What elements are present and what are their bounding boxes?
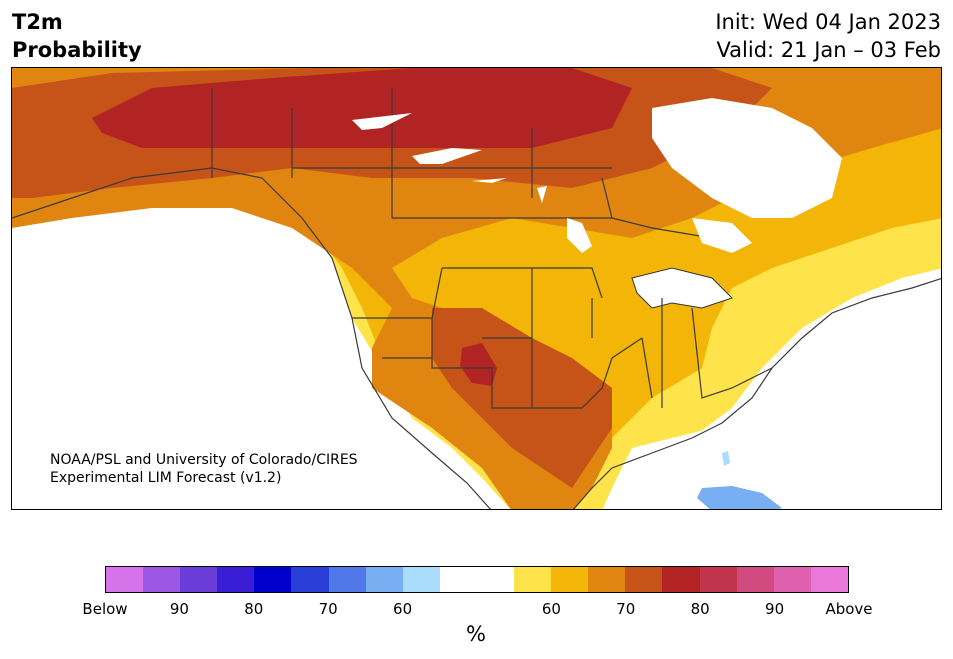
colorbar-tick-label: 80 bbox=[690, 600, 710, 618]
colorbar-swatch bbox=[217, 567, 255, 592]
colorbar-tick-label: 70 bbox=[616, 600, 636, 618]
region-red bbox=[92, 68, 632, 386]
colorbar-tick-label: 70 bbox=[318, 600, 338, 618]
boundaries bbox=[12, 88, 941, 509]
colorbar-tick-label: 90 bbox=[765, 600, 785, 618]
chart-title: T2m Probability bbox=[12, 8, 142, 64]
title-type: Probability bbox=[12, 38, 142, 62]
credit-line-1: NOAA/PSL and University of Colorado/CIRE… bbox=[50, 452, 358, 468]
region-light-blue bbox=[697, 486, 782, 509]
init-date: Init: Wed 04 Jan 2023 bbox=[715, 10, 941, 34]
data-credit: NOAA/PSL and University of Colorado/CIRE… bbox=[50, 451, 358, 487]
colorbar-unit: % bbox=[466, 622, 486, 646]
colorbar-swatch bbox=[588, 567, 626, 592]
title-variable: T2m bbox=[12, 10, 63, 34]
region-white-hudson bbox=[652, 98, 842, 218]
colorbar-tick-label: 60 bbox=[393, 600, 413, 618]
colorbar-tick-label: Above bbox=[825, 600, 873, 618]
colorbar-tick-label: 60 bbox=[541, 600, 561, 618]
colorbar-swatch bbox=[180, 567, 218, 592]
colorbar-swatch bbox=[773, 567, 811, 592]
forecast-dates: Init: Wed 04 Jan 2023 Valid: 21 Jan – 03… bbox=[715, 8, 941, 64]
northern-lakes bbox=[352, 113, 752, 253]
region-white-east bbox=[633, 268, 941, 509]
colorbar-swatch bbox=[736, 567, 774, 592]
colorbar-swatch bbox=[699, 567, 737, 592]
colorbar-tick-label: 80 bbox=[244, 600, 264, 618]
forecast-map: NOAA/PSL and University of Colorado/CIRE… bbox=[11, 67, 942, 510]
colorbar-swatch bbox=[514, 567, 552, 592]
colorbar-swatch bbox=[625, 567, 663, 592]
colorbar-swatch bbox=[402, 567, 440, 592]
valid-range: Valid: 21 Jan – 03 Feb bbox=[716, 38, 941, 62]
colorbar-swatch bbox=[254, 567, 292, 592]
colorbar-swatch bbox=[106, 567, 144, 592]
colorbar-swatch bbox=[810, 567, 848, 592]
colorbar-tick-label: Below bbox=[82, 600, 128, 618]
region-white-ocean-west bbox=[12, 218, 481, 509]
great-lakes bbox=[631, 267, 733, 309]
colorbar-swatch bbox=[439, 567, 477, 592]
region-dark-orange bbox=[12, 68, 772, 488]
colorbar-swatch bbox=[328, 567, 366, 592]
colorbar-swatch bbox=[662, 567, 700, 592]
colorbar bbox=[105, 566, 849, 593]
map-canvas bbox=[12, 68, 941, 509]
region-light-blue-small bbox=[722, 451, 730, 466]
colorbar-swatch bbox=[365, 567, 403, 592]
colorbar-swatch bbox=[143, 567, 181, 592]
credit-line-2: Experimental LIM Forecast (v1.2) bbox=[50, 470, 282, 486]
colorbar-swatch bbox=[476, 567, 515, 592]
colorbar-swatch bbox=[551, 567, 589, 592]
colorbar-swatch bbox=[291, 567, 329, 592]
colorbar-tick-label: 90 bbox=[169, 600, 189, 618]
